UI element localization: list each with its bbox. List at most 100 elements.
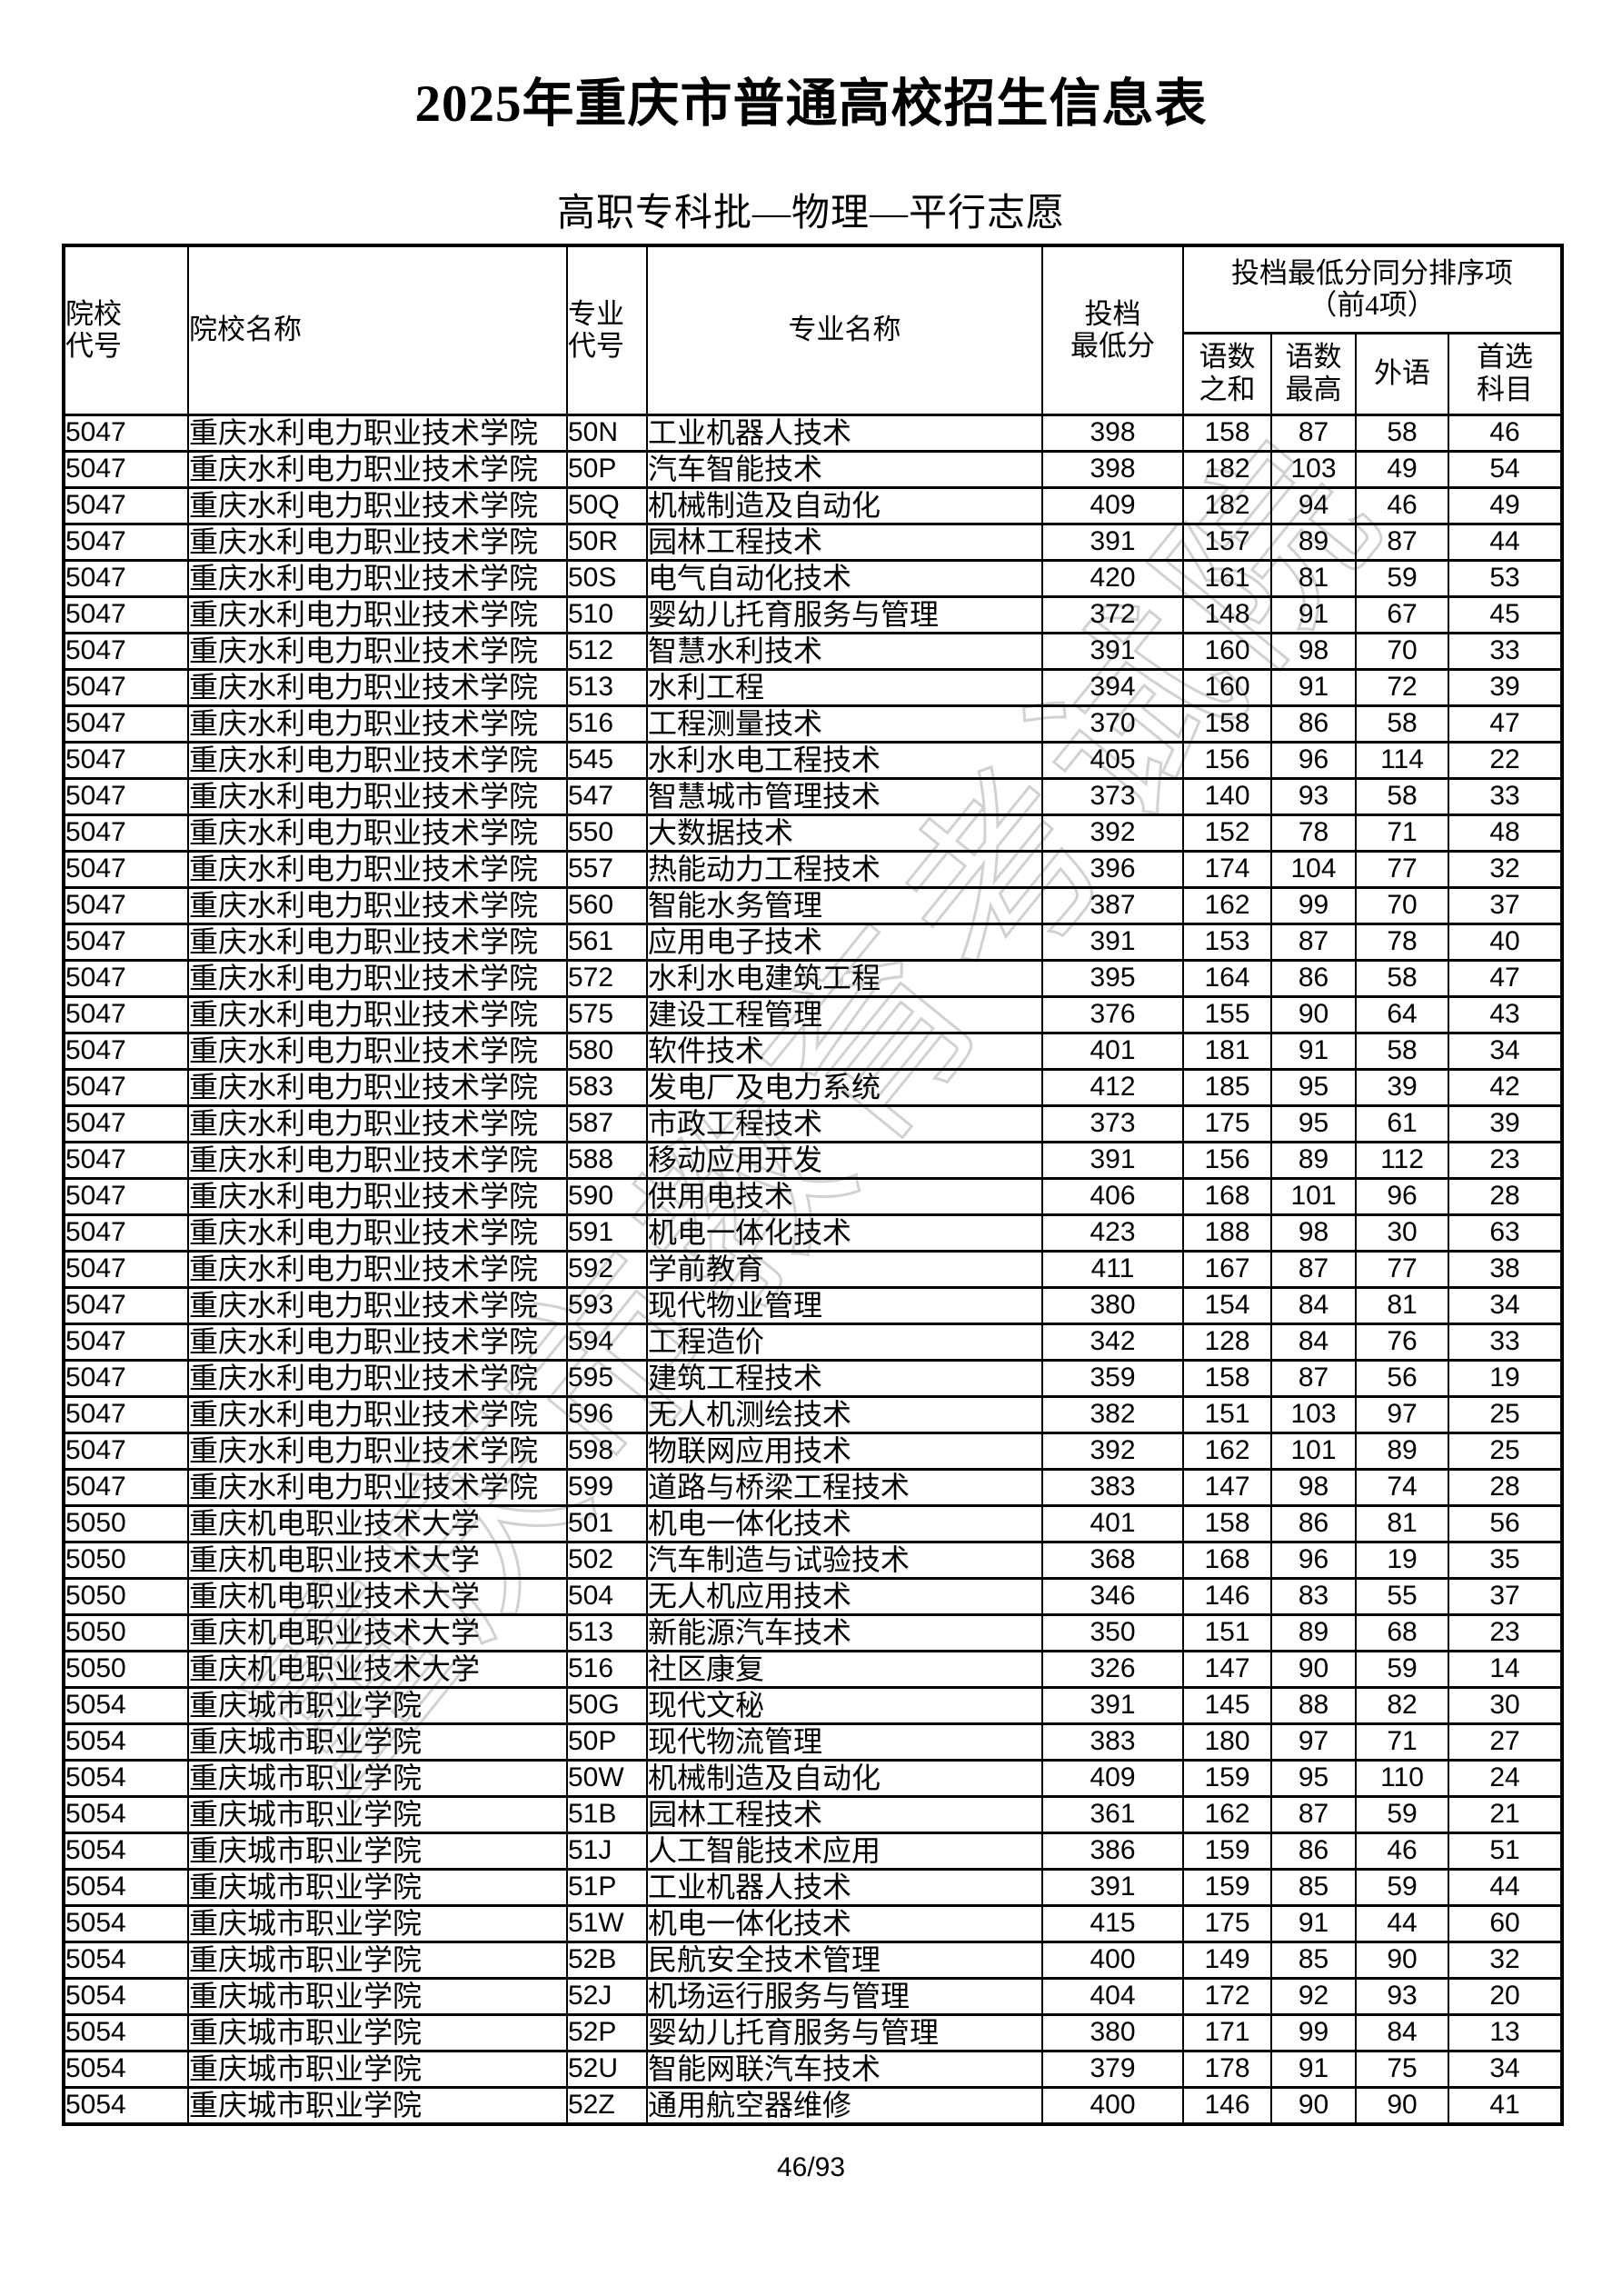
major-name-cell: 民航安全技术管理: [646, 1940, 1043, 1980]
major-code-cell: 50P: [566, 1722, 648, 1762]
college-code-cell: 5050: [63, 1503, 189, 1543]
major-code-cell: 51B: [566, 1794, 648, 1834]
tiebreak-foreign-cell: 72: [1355, 667, 1449, 707]
tiebreak-subject-cell: 21: [1448, 1794, 1563, 1834]
table-row: 5054 重庆城市职业学院 52J 机场运行服务与管理 404 172 92 9…: [63, 1976, 1563, 2016]
college-code-cell: 5047: [63, 1358, 189, 1398]
major-code-cell: 516: [566, 704, 648, 744]
major-name-cell: 工程测量技术: [646, 704, 1043, 744]
tiebreak-sum-cell: 152: [1182, 813, 1272, 853]
major-code-cell: 550: [566, 813, 648, 853]
college-code-cell: 5054: [63, 1903, 189, 1943]
tiebreak-sum-cell: 158: [1182, 1503, 1272, 1543]
min-score-cell: 409: [1041, 1758, 1184, 1798]
major-code-cell: 588: [566, 1140, 648, 1180]
tiebreak-max-cell: 90: [1270, 1649, 1357, 1689]
tiebreak-max-cell: 99: [1270, 885, 1357, 925]
header-tiebreak-group: 投档最低分同分排序项 （前4项）: [1182, 244, 1563, 334]
tiebreak-max-cell: 101: [1270, 1431, 1357, 1471]
tiebreak-foreign-cell: 46: [1355, 485, 1449, 525]
tiebreak-sum-cell: 155: [1182, 994, 1272, 1034]
tiebreak-max-cell: 78: [1270, 813, 1357, 853]
header-tiebreak-max: 语数 最高: [1270, 331, 1357, 416]
tiebreak-subject-cell: 39: [1448, 1103, 1563, 1143]
min-score-cell: 404: [1041, 1976, 1184, 2016]
min-score-cell: 383: [1041, 1722, 1184, 1762]
min-score-cell: 392: [1041, 813, 1184, 853]
tiebreak-sum-cell: 153: [1182, 922, 1272, 962]
major-name-cell: 建筑工程技术: [646, 1358, 1043, 1398]
major-name-cell: 道路与桥梁工程技术: [646, 1467, 1043, 1507]
min-score-cell: 401: [1041, 1031, 1184, 1071]
tiebreak-max-cell: 101: [1270, 1176, 1357, 1216]
major-code-cell: 502: [566, 1540, 648, 1580]
tiebreak-foreign-cell: 71: [1355, 813, 1449, 853]
tiebreak-foreign-cell: 58: [1355, 776, 1449, 816]
college-name-cell: 重庆水利电力职业技术学院: [187, 413, 568, 453]
major-name-cell: 机电一体化技术: [646, 1903, 1043, 1943]
min-score-cell: 372: [1041, 594, 1184, 634]
tiebreak-subject-cell: 37: [1448, 885, 1563, 925]
tiebreak-sum-cell: 160: [1182, 667, 1272, 707]
min-score-cell: 391: [1041, 631, 1184, 671]
college-code-cell: 5047: [63, 449, 189, 489]
college-code-cell: 5047: [63, 631, 189, 671]
table-row: 5047 重庆水利电力职业技术学院 512 智慧水利技术 391 160 98 …: [63, 631, 1563, 671]
tiebreak-sum-cell: 147: [1182, 1649, 1272, 1689]
major-code-cell: 51J: [566, 1831, 648, 1871]
major-code-cell: 595: [566, 1358, 648, 1398]
college-code-cell: 5047: [63, 558, 189, 598]
tiebreak-sum-cell: 149: [1182, 1940, 1272, 1980]
tiebreak-max-cell: 87: [1270, 922, 1357, 962]
table-row: 5047 重庆水利电力职业技术学院 50P 汽车智能技术 398 182 103…: [63, 449, 1563, 489]
tiebreak-subject-cell: 39: [1448, 667, 1563, 707]
page-number: 46/93: [776, 2152, 846, 2182]
college-name-cell: 重庆水利电力职业技术学院: [187, 849, 568, 889]
tiebreak-max-cell: 86: [1270, 1503, 1357, 1543]
college-code-cell: 5054: [63, 1831, 189, 1871]
tiebreak-foreign-cell: 97: [1355, 1394, 1449, 1434]
major-name-cell: 园林工程技术: [646, 522, 1043, 562]
major-code-cell: 501: [566, 1503, 648, 1543]
college-code-cell: 5047: [63, 1031, 189, 1071]
major-name-cell: 机电一体化技术: [646, 1213, 1043, 1253]
major-name-cell: 发电厂及电力系统: [646, 1067, 1043, 1107]
tiebreak-foreign-cell: 84: [1355, 2012, 1449, 2052]
college-code-cell: 5050: [63, 1576, 189, 1616]
min-score-cell: 350: [1041, 1612, 1184, 1652]
table-row: 5054 重庆城市职业学院 51W 机电一体化技术 415 175 91 44 …: [63, 1903, 1563, 1943]
tiebreak-foreign-cell: 71: [1355, 1722, 1449, 1762]
admission-table: 院校 代号 院校名称 专业 代号 专业名称 投档 最低分 投档最低分同分排序项 …: [62, 244, 1564, 2126]
min-score-cell: 391: [1041, 1867, 1184, 1907]
tiebreak-foreign-cell: 76: [1355, 1322, 1449, 1362]
min-score-cell: 361: [1041, 1794, 1184, 1834]
tiebreak-subject-cell: 13: [1448, 2012, 1563, 2052]
tiebreak-max-cell: 85: [1270, 1867, 1357, 1907]
table-row: 5047 重庆水利电力职业技术学院 591 机电一体化技术 423 188 98…: [63, 1213, 1563, 1253]
tiebreak-foreign-cell: 55: [1355, 1576, 1449, 1616]
major-name-cell: 智慧水利技术: [646, 631, 1043, 671]
table-row: 5047 重庆水利电力职业技术学院 595 建筑工程技术 359 158 87 …: [63, 1358, 1563, 1398]
major-code-cell: 50N: [566, 413, 648, 453]
tiebreak-foreign-cell: 58: [1355, 704, 1449, 744]
college-code-cell: 5054: [63, 1976, 189, 2016]
college-name-cell: 重庆水利电力职业技术学院: [187, 994, 568, 1034]
major-name-cell: 应用电子技术: [646, 922, 1043, 962]
header-tiebreak-sum: 语数 之和: [1182, 331, 1272, 416]
tiebreak-subject-cell: 25: [1448, 1431, 1563, 1471]
college-name-cell: 重庆水利电力职业技术学院: [187, 1285, 568, 1325]
tiebreak-subject-cell: 44: [1448, 1867, 1563, 1907]
tiebreak-sum-cell: 154: [1182, 1285, 1272, 1325]
college-code-cell: 5047: [63, 1322, 189, 1362]
major-name-cell: 工程造价: [646, 1322, 1043, 1362]
major-code-cell: 591: [566, 1213, 648, 1253]
college-code-cell: 5047: [63, 849, 189, 889]
tiebreak-max-cell: 84: [1270, 1285, 1357, 1325]
college-name-cell: 重庆水利电力职业技术学院: [187, 1103, 568, 1143]
tiebreak-sum-cell: 167: [1182, 1249, 1272, 1289]
tiebreak-foreign-cell: 96: [1355, 1176, 1449, 1216]
min-score-cell: 406: [1041, 1176, 1184, 1216]
tiebreak-max-cell: 97: [1270, 1722, 1357, 1762]
college-name-cell: 重庆城市职业学院: [187, 1831, 568, 1871]
tiebreak-subject-cell: 22: [1448, 740, 1563, 780]
